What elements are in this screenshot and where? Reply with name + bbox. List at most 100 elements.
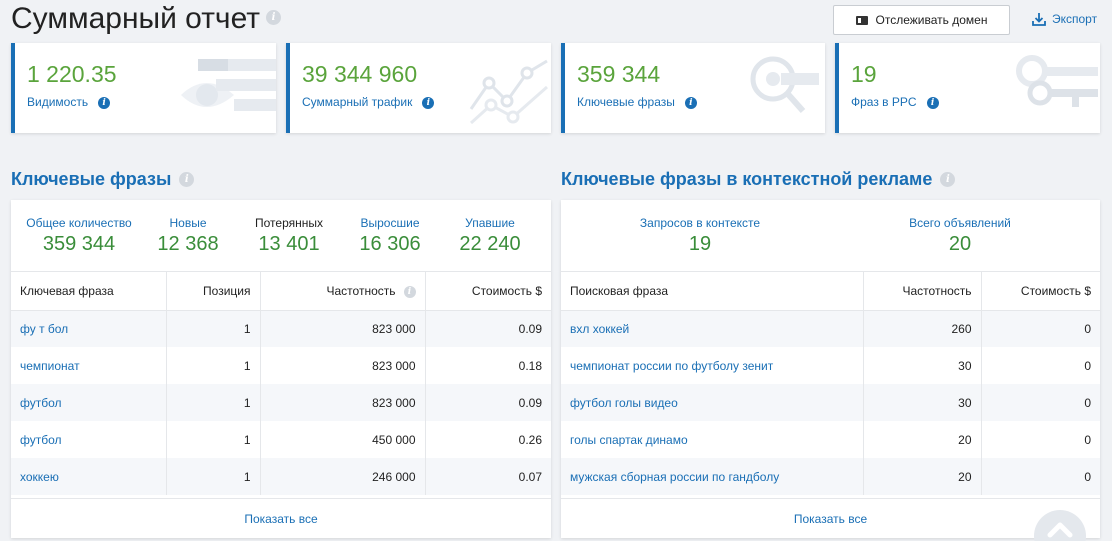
- cost-cell: 0.18: [518, 358, 542, 373]
- summary-fallen[interactable]: Упавшие 22 240: [459, 216, 520, 256]
- frequency-cell: 30: [863, 347, 982, 384]
- summary-value: 22 240: [459, 233, 521, 255]
- info-icon[interactable]: i: [422, 96, 435, 109]
- frequency-cell: 30: [863, 384, 982, 421]
- summary-total[interactable]: Общее количество 359 344: [26, 216, 131, 256]
- table-row: хоккею 1 246 000 0.07: [11, 458, 551, 495]
- column-header-position[interactable]: Позиция: [166, 272, 261, 311]
- stat-card-visibility: 1 220.35 Видимость i: [11, 43, 276, 133]
- export-label: Экспорт: [1052, 12, 1098, 26]
- keywords-panel: Общее количество 359 344 Новые 12 368 Поте…: [11, 200, 551, 538]
- info-icon[interactable]: i: [684, 96, 697, 109]
- keyword-link[interactable]: чемпионат: [11, 347, 167, 384]
- column-header-cost[interactable]: Стоимость $: [425, 272, 551, 311]
- column-header-frequency[interactable]: Частотность: [863, 272, 982, 311]
- keyword-link[interactable]: футбол: [11, 421, 167, 458]
- stat-label-text: Суммарный трафик: [302, 95, 413, 109]
- info-icon[interactable]: i: [266, 9, 281, 25]
- search-phrase-link[interactable]: голы спартак динамо: [561, 421, 864, 458]
- column-header-frequency[interactable]: Частотность i: [260, 272, 426, 311]
- cost-cell: 0: [1084, 432, 1091, 447]
- keyword-link[interactable]: фу т бол: [11, 310, 167, 347]
- summary-label: Выросшие: [360, 216, 420, 230]
- table-row: вхл хоккей 260 0: [561, 310, 1100, 347]
- search-phrase-link[interactable]: вхл хоккей: [561, 310, 864, 347]
- cost-cell: 0: [981, 458, 1100, 495]
- position-cell: 1: [166, 421, 261, 458]
- cost-cell: 0.09: [425, 384, 551, 421]
- cost-cell: 0: [1084, 358, 1091, 373]
- summary-value: 19: [688, 233, 712, 255]
- table-header-row: Ключевая фраза Позиция Частотность i Стои…: [11, 272, 551, 311]
- summary-value: 13 401: [258, 233, 320, 255]
- summary-label: Запросов в контексте: [639, 216, 761, 230]
- table-row: мужская сборная россии по гандболу 20 0: [561, 458, 1100, 495]
- table-row: чемпионат 1 823 000 0.18: [11, 347, 551, 384]
- ppc-summary: Запросов в контексте 19 Всего объявлений 2…: [561, 200, 1100, 272]
- keyword-link[interactable]: футбол: [11, 384, 167, 421]
- keywords-summary: Общее количество 359 344 Новые 12 368 Поте…: [11, 200, 551, 272]
- summary-new[interactable]: Новые 12 368: [157, 216, 218, 256]
- summary-label: Новые: [169, 216, 207, 230]
- info-icon[interactable]: i: [926, 96, 939, 109]
- info-icon[interactable]: i: [403, 285, 416, 298]
- stat-value: 359 344: [577, 61, 661, 87]
- summary-value: 359 344: [42, 233, 116, 255]
- keyword-link[interactable]: хоккею: [11, 458, 167, 495]
- ppc-section-title: Ключевые фразы в контекстной рекламе i: [561, 169, 956, 190]
- tracking-icon: [855, 15, 868, 25]
- key-icon: [1016, 55, 1098, 107]
- info-icon[interactable]: i: [98, 96, 111, 109]
- show-all-keywords-link[interactable]: Показать все: [11, 498, 551, 538]
- page-title-text: Суммарный отчет: [11, 2, 260, 35]
- show-all-ppc-link[interactable]: Показать все: [561, 498, 1100, 538]
- table-row: чемпионат россии по футболу зенит 30 0: [561, 347, 1100, 384]
- export-link[interactable]: Экспорт: [1032, 12, 1097, 26]
- column-header-search-phrase[interactable]: Поисковая фраза: [561, 272, 864, 311]
- stat-card-traffic: 39 344 960 Суммарный трафик i: [286, 43, 551, 133]
- summary-value: 12 368: [157, 233, 219, 255]
- frequency-cell: 823 000: [260, 347, 426, 384]
- info-icon[interactable]: i: [179, 171, 195, 187]
- stat-value: 1 220.35: [27, 61, 117, 87]
- frequency-cell: 20: [863, 421, 982, 458]
- download-icon: [1032, 12, 1046, 26]
- frequency-cell: 823 000: [260, 384, 426, 421]
- cost-cell: 0: [981, 310, 1100, 347]
- search-phrase-link[interactable]: футбол голы видео: [561, 384, 864, 421]
- track-domain-button[interactable]: Отслеживать домен: [833, 5, 1010, 35]
- stat-label: Ключевые фразы i: [577, 95, 697, 109]
- frequency-cell: 246 000: [260, 458, 426, 495]
- eye-chart-icon: [181, 59, 276, 111]
- stat-label: Суммарный трафик i: [302, 95, 435, 109]
- position-cell: 1: [166, 384, 261, 421]
- stat-label: Видимость i: [27, 95, 111, 109]
- search-phrase-link[interactable]: чемпионат россии по футболу зенит: [561, 347, 864, 384]
- table-row: фу т бол 1 823 000 0.09: [11, 310, 551, 347]
- summary-ppc-queries[interactable]: Запросов в контексте 19: [640, 216, 760, 256]
- frequency-cell: 260: [863, 310, 982, 347]
- keywords-table: Ключевая фраза Позиция Частотность i Стои…: [11, 272, 551, 495]
- summary-lost: Потерянных 13 401: [255, 216, 323, 256]
- stat-value: 39 344 960: [302, 61, 418, 87]
- table-header-row: Поисковая фраза Частотность Стоимость $: [561, 272, 1100, 311]
- search-phrase-link[interactable]: мужская сборная россии по гандболу: [561, 458, 864, 495]
- frequency-cell: 450 000: [260, 421, 426, 458]
- info-icon[interactable]: i: [940, 171, 956, 187]
- frequency-cell: 20: [863, 458, 982, 495]
- column-header-phrase[interactable]: Ключевая фраза: [11, 272, 167, 311]
- column-header-cost[interactable]: Стоимость $: [981, 272, 1100, 311]
- summary-ppc-ads[interactable]: Всего объявлений 20: [909, 216, 1011, 256]
- stat-label-text: Видимость: [27, 95, 89, 109]
- table-row: футбол 1 823 000 0.09: [11, 384, 551, 421]
- page-title: Суммарный отчет i: [11, 2, 281, 36]
- keywords-section-title: Ключевые фразы i: [11, 169, 195, 190]
- summary-grown[interactable]: Выросшие 16 306: [359, 216, 420, 256]
- frequency-cell: 823 000: [260, 310, 426, 347]
- summary-label: Общее количество: [26, 216, 132, 230]
- stat-card-keywords: 359 344 Ключевые фразы i: [561, 43, 825, 133]
- cost-cell: 0.09: [425, 310, 551, 347]
- ppc-panel: Запросов в контексте 19 Всего объявлений 2…: [561, 200, 1100, 538]
- cost-cell: 0.26: [518, 432, 542, 447]
- cost-cell: 0.07: [425, 458, 551, 495]
